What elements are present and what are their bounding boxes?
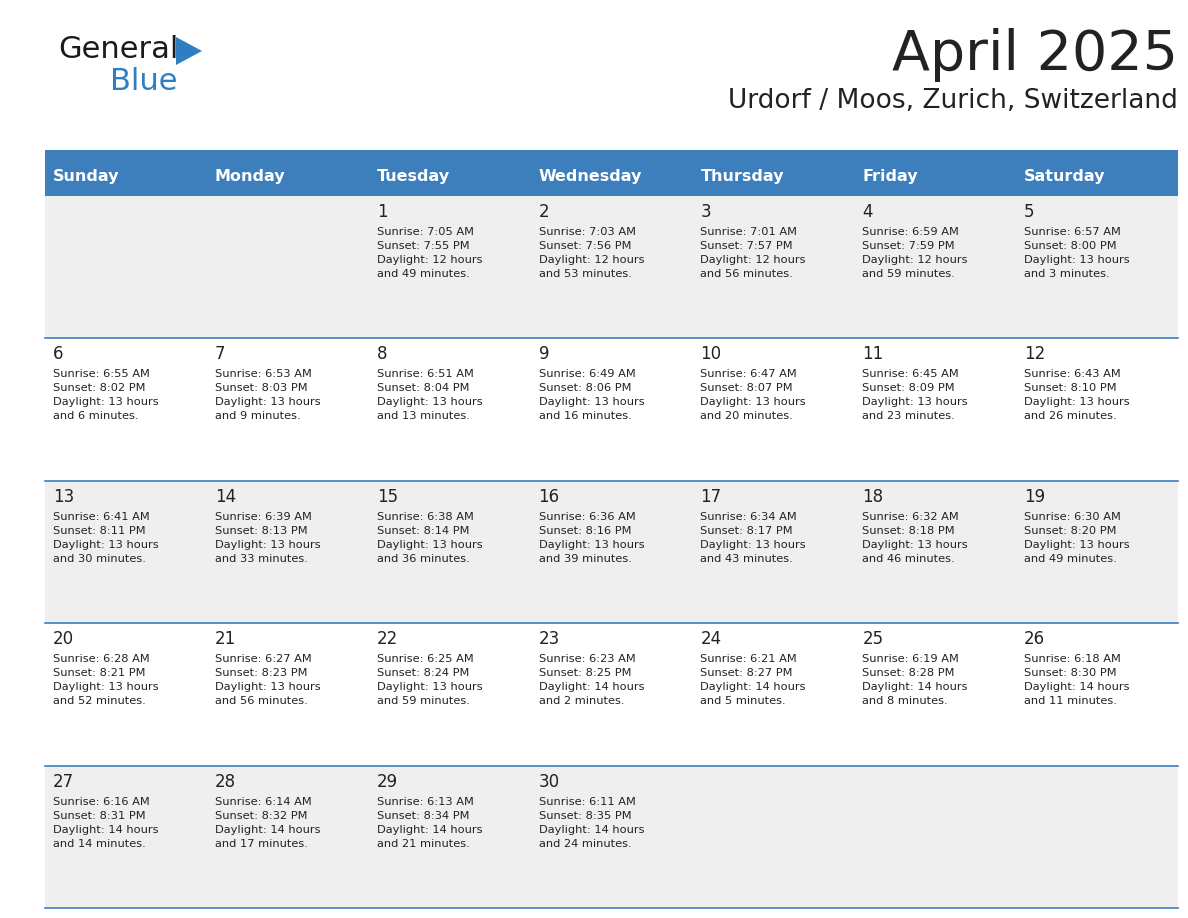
Text: 24: 24 — [701, 630, 721, 648]
Text: 21: 21 — [215, 630, 236, 648]
Text: 25: 25 — [862, 630, 884, 648]
Text: 4: 4 — [862, 203, 873, 221]
Text: Sunrise: 6:59 AM
Sunset: 7:59 PM
Daylight: 12 hours
and 59 minutes.: Sunrise: 6:59 AM Sunset: 7:59 PM Dayligh… — [862, 227, 968, 279]
Text: Sunrise: 6:38 AM
Sunset: 8:14 PM
Daylight: 13 hours
and 36 minutes.: Sunrise: 6:38 AM Sunset: 8:14 PM Dayligh… — [377, 512, 482, 564]
Text: Sunrise: 6:27 AM
Sunset: 8:23 PM
Daylight: 13 hours
and 56 minutes.: Sunrise: 6:27 AM Sunset: 8:23 PM Dayligh… — [215, 655, 321, 706]
Text: 19: 19 — [1024, 487, 1045, 506]
Text: 15: 15 — [377, 487, 398, 506]
Text: Blue: Blue — [110, 67, 177, 96]
Text: Sunrise: 6:14 AM
Sunset: 8:32 PM
Daylight: 14 hours
and 17 minutes.: Sunrise: 6:14 AM Sunset: 8:32 PM Dayligh… — [215, 797, 321, 848]
Polygon shape — [176, 37, 202, 65]
Text: 20: 20 — [53, 630, 74, 648]
Text: Sunrise: 6:36 AM
Sunset: 8:16 PM
Daylight: 13 hours
and 39 minutes.: Sunrise: 6:36 AM Sunset: 8:16 PM Dayligh… — [538, 512, 644, 564]
Text: Sunrise: 6:25 AM
Sunset: 8:24 PM
Daylight: 13 hours
and 59 minutes.: Sunrise: 6:25 AM Sunset: 8:24 PM Dayligh… — [377, 655, 482, 706]
Text: Sunday: Sunday — [53, 170, 120, 185]
Text: Friday: Friday — [862, 170, 918, 185]
Text: 27: 27 — [53, 773, 74, 790]
Text: 23: 23 — [538, 630, 560, 648]
Text: Sunrise: 6:55 AM
Sunset: 8:02 PM
Daylight: 13 hours
and 6 minutes.: Sunrise: 6:55 AM Sunset: 8:02 PM Dayligh… — [53, 369, 159, 421]
Text: Wednesday: Wednesday — [538, 170, 642, 185]
Text: Sunrise: 6:30 AM
Sunset: 8:20 PM
Daylight: 13 hours
and 49 minutes.: Sunrise: 6:30 AM Sunset: 8:20 PM Dayligh… — [1024, 512, 1130, 564]
Text: 16: 16 — [538, 487, 560, 506]
Text: 8: 8 — [377, 345, 387, 364]
Text: Thursday: Thursday — [701, 170, 784, 185]
Text: Sunrise: 6:51 AM
Sunset: 8:04 PM
Daylight: 13 hours
and 13 minutes.: Sunrise: 6:51 AM Sunset: 8:04 PM Dayligh… — [377, 369, 482, 421]
Text: Sunrise: 6:13 AM
Sunset: 8:34 PM
Daylight: 14 hours
and 21 minutes.: Sunrise: 6:13 AM Sunset: 8:34 PM Dayligh… — [377, 797, 482, 848]
Text: 10: 10 — [701, 345, 721, 364]
Bar — [45, 158, 1178, 196]
Text: Sunrise: 6:28 AM
Sunset: 8:21 PM
Daylight: 13 hours
and 52 minutes.: Sunrise: 6:28 AM Sunset: 8:21 PM Dayligh… — [53, 655, 159, 706]
Text: Sunrise: 6:23 AM
Sunset: 8:25 PM
Daylight: 14 hours
and 2 minutes.: Sunrise: 6:23 AM Sunset: 8:25 PM Dayligh… — [538, 655, 644, 706]
Text: Sunrise: 7:01 AM
Sunset: 7:57 PM
Daylight: 12 hours
and 56 minutes.: Sunrise: 7:01 AM Sunset: 7:57 PM Dayligh… — [701, 227, 805, 279]
Text: Sunrise: 6:49 AM
Sunset: 8:06 PM
Daylight: 13 hours
and 16 minutes.: Sunrise: 6:49 AM Sunset: 8:06 PM Dayligh… — [538, 369, 644, 421]
Text: Sunrise: 6:34 AM
Sunset: 8:17 PM
Daylight: 13 hours
and 43 minutes.: Sunrise: 6:34 AM Sunset: 8:17 PM Dayligh… — [701, 512, 805, 564]
Text: 9: 9 — [538, 345, 549, 364]
Text: Sunrise: 6:32 AM
Sunset: 8:18 PM
Daylight: 13 hours
and 46 minutes.: Sunrise: 6:32 AM Sunset: 8:18 PM Dayligh… — [862, 512, 968, 564]
Text: Sunrise: 6:43 AM
Sunset: 8:10 PM
Daylight: 13 hours
and 26 minutes.: Sunrise: 6:43 AM Sunset: 8:10 PM Dayligh… — [1024, 369, 1130, 421]
Text: 1: 1 — [377, 203, 387, 221]
Text: 17: 17 — [701, 487, 721, 506]
Text: 2: 2 — [538, 203, 549, 221]
Bar — [45, 623, 1178, 766]
Text: 6: 6 — [53, 345, 63, 364]
Text: 22: 22 — [377, 630, 398, 648]
Text: Sunrise: 6:41 AM
Sunset: 8:11 PM
Daylight: 13 hours
and 30 minutes.: Sunrise: 6:41 AM Sunset: 8:11 PM Dayligh… — [53, 512, 159, 564]
Text: Sunrise: 6:21 AM
Sunset: 8:27 PM
Daylight: 14 hours
and 5 minutes.: Sunrise: 6:21 AM Sunset: 8:27 PM Dayligh… — [701, 655, 805, 706]
Text: 5: 5 — [1024, 203, 1035, 221]
Text: Sunrise: 6:19 AM
Sunset: 8:28 PM
Daylight: 14 hours
and 8 minutes.: Sunrise: 6:19 AM Sunset: 8:28 PM Dayligh… — [862, 655, 968, 706]
Text: 26: 26 — [1024, 630, 1045, 648]
Text: Sunrise: 6:53 AM
Sunset: 8:03 PM
Daylight: 13 hours
and 9 minutes.: Sunrise: 6:53 AM Sunset: 8:03 PM Dayligh… — [215, 369, 321, 421]
Text: Sunrise: 6:45 AM
Sunset: 8:09 PM
Daylight: 13 hours
and 23 minutes.: Sunrise: 6:45 AM Sunset: 8:09 PM Dayligh… — [862, 369, 968, 421]
Text: Sunrise: 7:05 AM
Sunset: 7:55 PM
Daylight: 12 hours
and 49 minutes.: Sunrise: 7:05 AM Sunset: 7:55 PM Dayligh… — [377, 227, 482, 279]
Text: 28: 28 — [215, 773, 236, 790]
Text: 18: 18 — [862, 487, 884, 506]
Bar — [45, 150, 1178, 158]
Text: Tuesday: Tuesday — [377, 170, 450, 185]
Text: 12: 12 — [1024, 345, 1045, 364]
Text: Saturday: Saturday — [1024, 170, 1106, 185]
Bar — [45, 766, 1178, 908]
Bar — [45, 481, 1178, 623]
Text: Sunrise: 6:39 AM
Sunset: 8:13 PM
Daylight: 13 hours
and 33 minutes.: Sunrise: 6:39 AM Sunset: 8:13 PM Dayligh… — [215, 512, 321, 564]
Bar — [45, 196, 1178, 339]
Text: Sunrise: 7:03 AM
Sunset: 7:56 PM
Daylight: 12 hours
and 53 minutes.: Sunrise: 7:03 AM Sunset: 7:56 PM Dayligh… — [538, 227, 644, 279]
Text: 30: 30 — [538, 773, 560, 790]
Text: April 2025: April 2025 — [892, 28, 1178, 82]
Bar — [45, 339, 1178, 481]
Text: 13: 13 — [53, 487, 74, 506]
Text: 29: 29 — [377, 773, 398, 790]
Text: Sunrise: 6:57 AM
Sunset: 8:00 PM
Daylight: 13 hours
and 3 minutes.: Sunrise: 6:57 AM Sunset: 8:00 PM Dayligh… — [1024, 227, 1130, 279]
Text: Urdorf / Moos, Zurich, Switzerland: Urdorf / Moos, Zurich, Switzerland — [728, 88, 1178, 114]
Text: 7: 7 — [215, 345, 226, 364]
Text: Sunrise: 6:18 AM
Sunset: 8:30 PM
Daylight: 14 hours
and 11 minutes.: Sunrise: 6:18 AM Sunset: 8:30 PM Dayligh… — [1024, 655, 1130, 706]
Text: Sunrise: 6:47 AM
Sunset: 8:07 PM
Daylight: 13 hours
and 20 minutes.: Sunrise: 6:47 AM Sunset: 8:07 PM Dayligh… — [701, 369, 805, 421]
Text: 11: 11 — [862, 345, 884, 364]
Text: 3: 3 — [701, 203, 712, 221]
Text: Sunrise: 6:11 AM
Sunset: 8:35 PM
Daylight: 14 hours
and 24 minutes.: Sunrise: 6:11 AM Sunset: 8:35 PM Dayligh… — [538, 797, 644, 848]
Text: General: General — [58, 35, 178, 64]
Text: 14: 14 — [215, 487, 236, 506]
Text: Sunrise: 6:16 AM
Sunset: 8:31 PM
Daylight: 14 hours
and 14 minutes.: Sunrise: 6:16 AM Sunset: 8:31 PM Dayligh… — [53, 797, 158, 848]
Text: Monday: Monday — [215, 170, 285, 185]
